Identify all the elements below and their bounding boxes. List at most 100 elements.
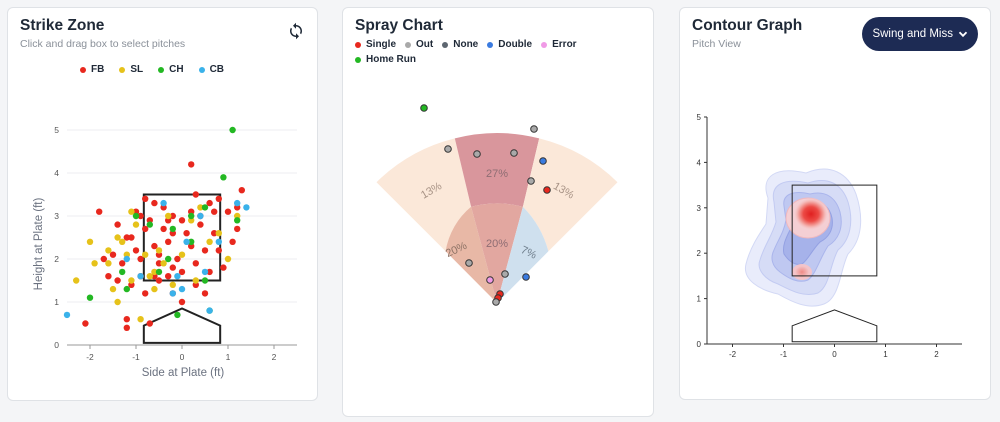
pitch-point-cb[interactable] [160, 199, 167, 207]
pitch-point-fb[interactable] [206, 199, 213, 207]
pitch-point-ch[interactable] [123, 285, 130, 293]
batted-ball[interactable] [501, 270, 509, 278]
pitch-point-sl[interactable] [73, 277, 80, 284]
pitch-point-cb[interactable] [183, 238, 190, 245]
pitch-point-ch[interactable] [165, 255, 172, 263]
pitch-point-sl[interactable] [128, 208, 135, 215]
pitch-point-fb[interactable] [151, 199, 158, 207]
pitch-point-fb[interactable] [192, 260, 199, 267]
refresh-icon[interactable] [287, 22, 305, 40]
swing-and-miss-dropdown[interactable]: Swing and Miss [862, 17, 978, 51]
legend-item-home-run[interactable]: Home Run [355, 52, 416, 67]
pitch-point-ch[interactable] [188, 238, 195, 245]
pitch-point-fb[interactable] [211, 230, 218, 237]
pitch-point-fb[interactable] [142, 195, 149, 202]
pitch-point-fb[interactable] [174, 255, 181, 263]
legend-item-fb[interactable]: FB [80, 62, 104, 77]
pitch-point-ch[interactable] [132, 212, 140, 220]
batted-ball[interactable] [510, 149, 518, 157]
pitch-point-fb[interactable] [96, 208, 103, 215]
pitch-point-fb[interactable] [178, 217, 186, 224]
pitch-point-fb[interactable] [169, 212, 176, 220]
pitch-point-fb[interactable] [151, 242, 158, 250]
pitch-point-fb[interactable] [100, 255, 108, 263]
spray-field[interactable]: 13% 27% 13% 20% 20% 7% [343, 8, 655, 418]
pitch-point-fb[interactable] [220, 264, 227, 271]
pitch-point-fb[interactable] [211, 208, 218, 215]
pitch-point-fb[interactable] [224, 208, 232, 215]
right-field-zone[interactable] [522, 138, 618, 252]
left-field-zone[interactable] [376, 138, 472, 252]
pitch-point-sl[interactable] [192, 277, 199, 284]
infield-left-zone[interactable] [445, 206, 497, 303]
pitch-point-ch[interactable] [188, 212, 195, 220]
pitch-point-fb[interactable] [192, 191, 199, 198]
pitch-point-cb[interactable] [201, 268, 209, 276]
strike-zone-box[interactable] [142, 193, 222, 282]
pitch-point-sl[interactable] [119, 238, 126, 245]
pitch-point-sl[interactable] [151, 285, 158, 293]
pitch-point-ch[interactable] [155, 268, 163, 276]
pitch-point-fb[interactable] [178, 298, 186, 306]
pitch-point-sl[interactable] [178, 251, 186, 258]
pitch-point-cb[interactable] [174, 273, 181, 280]
pitch-point-ch[interactable] [220, 174, 227, 181]
pitch-point-fb[interactable] [178, 268, 186, 276]
pitch-point-fb[interactable] [155, 260, 163, 267]
pitch-point-sl[interactable] [155, 247, 163, 254]
pitch-point-sl[interactable] [114, 298, 121, 306]
pitch-point-sl[interactable] [137, 316, 144, 323]
pitch-point-fb[interactable] [234, 225, 241, 233]
infield-right-zone[interactable] [497, 206, 549, 303]
pitch-point-cb[interactable] [63, 311, 71, 319]
legend-item-sl[interactable]: SL [119, 62, 143, 77]
pitch-point-ch[interactable] [229, 126, 236, 134]
legend-item-none[interactable]: None [442, 37, 478, 52]
pitch-point-fb[interactable] [105, 273, 112, 280]
pitch-point-sl[interactable] [105, 247, 112, 254]
pitch-point-sl[interactable] [206, 238, 213, 245]
batted-ball[interactable] [522, 273, 530, 281]
pitch-point-fb[interactable] [114, 221, 121, 228]
pitch-point-fb[interactable] [142, 290, 149, 297]
pitch-point-fb[interactable] [201, 247, 209, 254]
legend-item-out[interactable]: Out [405, 37, 433, 52]
batted-ball[interactable] [543, 186, 551, 194]
legend-item-cb[interactable]: CB [198, 62, 224, 77]
contour-plot[interactable]: 0 1 2 3 4 5 -2 -1 0 1 2 [680, 8, 992, 401]
pitch-point-fb[interactable] [146, 320, 153, 327]
batted-ball[interactable] [539, 157, 547, 165]
pitch-point-fb[interactable] [215, 195, 222, 202]
batted-ball[interactable] [530, 125, 538, 133]
pitch-point-ch[interactable] [174, 311, 181, 319]
batted-ball[interactable] [486, 276, 494, 284]
pitch-point-sl[interactable] [146, 273, 153, 280]
legend-item-error[interactable]: Error [541, 37, 577, 52]
pitch-point-cb[interactable] [234, 199, 241, 207]
pitch-point-sl[interactable] [91, 260, 98, 267]
pitch-point-cb[interactable] [169, 290, 176, 297]
pitch-point-fb[interactable] [155, 277, 163, 284]
pitch-point-fb[interactable] [114, 277, 121, 284]
pitch-point-sl[interactable] [165, 212, 172, 220]
pitch-point-sl[interactable] [128, 277, 135, 284]
pitch-point-fb[interactable] [137, 255, 144, 263]
pitch-point-fb[interactable] [160, 225, 167, 233]
batted-ball[interactable] [465, 259, 473, 267]
pitch-point-sl[interactable] [215, 230, 222, 237]
pitch-point-ch[interactable] [86, 294, 94, 301]
pitch-point-sl[interactable] [142, 251, 149, 258]
batted-ball[interactable] [444, 145, 452, 153]
pitch-point-fb[interactable] [197, 221, 204, 228]
pitch-point-ch[interactable] [146, 221, 153, 228]
pitch-point-ch[interactable] [201, 204, 209, 211]
pitch-point-sl[interactable] [114, 234, 121, 241]
pitch-point-fb[interactable] [119, 260, 126, 267]
pitch-point-sl[interactable] [151, 268, 158, 276]
pitch-point-fb[interactable] [123, 316, 130, 323]
pitch-point-fb[interactable] [123, 234, 130, 241]
pitch-point-sl[interactable] [132, 221, 140, 228]
pitch-point-ch[interactable] [201, 277, 209, 284]
pitch-point-fb[interactable] [183, 230, 190, 237]
legend-item-ch[interactable]: CH [158, 62, 184, 77]
